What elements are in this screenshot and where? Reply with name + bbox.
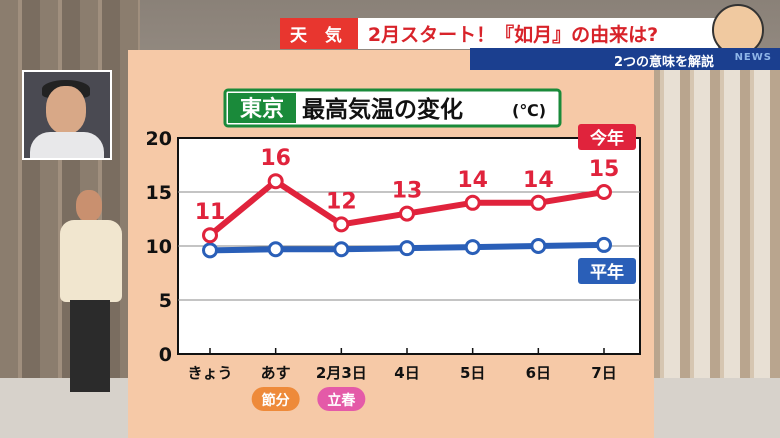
series-point-1: [530, 238, 547, 254]
data-label: 15: [589, 157, 620, 182]
data-label: 11: [195, 200, 226, 225]
header-bar: 天 気 2月スタート！『如月』の由来は?: [280, 17, 719, 49]
series-point-0: [596, 184, 612, 200]
data-label: 12: [326, 189, 357, 214]
x-tick-label: きょう: [187, 364, 232, 382]
legend-normal-label: 平年: [590, 262, 624, 283]
chart-title-prefix-box: [228, 93, 296, 123]
series-point-1: [267, 241, 284, 258]
legend-today-box: [578, 124, 636, 150]
y-tick-label: 20: [146, 128, 172, 150]
series-point-0: [267, 173, 284, 190]
studio-background-right: [650, 60, 780, 438]
weather-presenter: [56, 190, 126, 400]
chart-title-unit: (℃): [512, 101, 546, 120]
category-badge: [317, 387, 366, 411]
y-tick-label: 10: [146, 236, 172, 258]
data-label: 16: [260, 146, 291, 171]
presenter-head: [76, 190, 102, 222]
y-tick-label: 5: [159, 290, 172, 312]
presenter-coat: [60, 220, 122, 302]
chart-title: 最高気温の変化: [302, 96, 463, 123]
category-badge-label: 節分: [262, 392, 290, 409]
x-tick-label: 7日: [591, 364, 616, 382]
y-tick-label: 0: [159, 344, 172, 366]
commentator-suit: [30, 132, 104, 158]
x-tick-label: 5日: [460, 364, 485, 382]
weather-tag: 天 気: [280, 17, 358, 49]
commentator-inset: [22, 70, 112, 160]
series-point-0: [530, 194, 547, 211]
series-point-0: [464, 194, 481, 211]
subtitle-text: 2つの意味を解説: [613, 55, 714, 70]
headline: 2月スタート！『如月』の由来は?: [357, 17, 719, 49]
series-point-1: [202, 242, 218, 259]
series-point-1: [399, 240, 415, 257]
legend-normal-box: [578, 258, 636, 284]
commentator-face: [46, 86, 86, 134]
chart-title-prefix: 東京: [240, 96, 284, 122]
subtitle-bar: 2つの意味を解説 NEWS: [470, 48, 780, 70]
series-point-0: [202, 227, 218, 244]
mascot-icon: [712, 4, 764, 56]
data-label: 14: [523, 168, 554, 193]
legend-today-label: 今年: [590, 128, 624, 149]
series-point-1: [464, 239, 481, 256]
category-badge: [251, 387, 300, 411]
x-tick-label: あす: [261, 364, 291, 382]
chart-title-box: [223, 88, 562, 128]
news-logo: NEWS: [734, 52, 772, 63]
series-point-1: [333, 241, 350, 258]
category-badge-label: 立春: [327, 392, 356, 409]
presenter-legs: [70, 300, 110, 392]
x-tick-label: 6日: [526, 364, 551, 382]
x-tick-label: 4日: [394, 364, 419, 382]
data-label: 14: [457, 168, 488, 193]
series-point-0: [333, 216, 350, 233]
x-tick-label: 2月3日: [316, 364, 367, 382]
series-point-0: [399, 205, 415, 222]
y-tick-label: 15: [146, 182, 172, 204]
data-label: 13: [392, 179, 423, 204]
series-point-1: [596, 236, 612, 253]
